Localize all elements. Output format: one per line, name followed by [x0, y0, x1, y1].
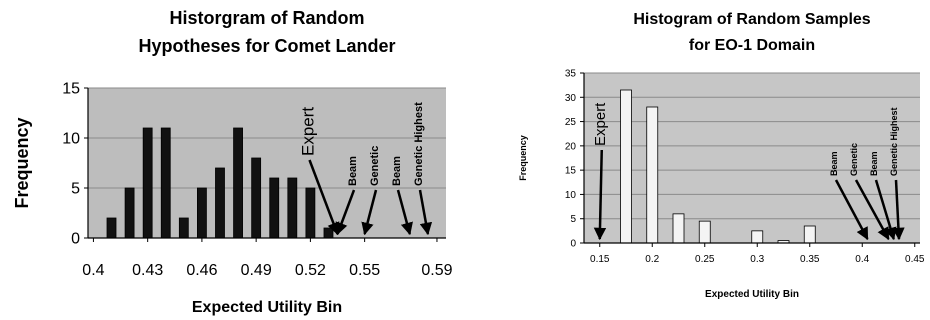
annotation-label: Beam	[391, 156, 403, 186]
bar	[751, 230, 764, 244]
bar	[803, 225, 816, 244]
y-tick-label: 35	[565, 69, 577, 80]
plot-area	[584, 73, 920, 243]
y-tick-label: 30	[565, 93, 577, 104]
y-tick-label: 15	[62, 81, 80, 98]
x-tick-label: 0.3	[750, 254, 764, 265]
y-tick-label: 25	[565, 117, 577, 128]
bar	[197, 187, 207, 239]
annotation-label: Beam	[869, 151, 879, 176]
x-axis-label: Expected Utility Bin	[705, 289, 799, 300]
annotation-arrow	[308, 159, 340, 236]
chart-comet-lander: Historgram of Random Hypotheses for Comet…	[12, 8, 453, 316]
annotation-label: Expert	[298, 107, 317, 156]
bar	[160, 127, 171, 239]
annotation-arrow	[396, 189, 413, 236]
annotation-arrow	[418, 189, 433, 236]
y-tick-label: 5	[71, 181, 80, 198]
x-tick-label: 0.49	[241, 262, 272, 279]
x-tick-label: 0.25	[695, 254, 715, 265]
x-tick-label: 0.4	[855, 254, 869, 265]
bar	[620, 89, 632, 244]
annotation-label: Genetic	[369, 146, 381, 186]
annotation-label: Beam	[347, 156, 359, 186]
x-tick-label: 0.55	[349, 262, 380, 279]
y-axis-label: Frequency	[518, 135, 528, 181]
y-tick-label: 10	[565, 190, 577, 201]
annotation-arrow	[874, 179, 897, 241]
bar	[106, 217, 117, 239]
annotation-arrow	[361, 189, 378, 236]
annotation-label: Genetic	[849, 143, 859, 176]
annotation-arrow	[892, 179, 905, 241]
bar	[672, 213, 685, 244]
chart-title-line: Histogram of Random Samples	[633, 11, 870, 28]
annotation-label: Genetic Highest	[889, 107, 899, 176]
y-tick-label: 0	[71, 231, 80, 248]
x-tick-label: 0.35	[800, 254, 820, 265]
bar	[287, 177, 298, 239]
chart-eo1-domain: Histogram of Random Samples for EO-1 Doma…	[518, 11, 925, 300]
bar	[269, 177, 280, 239]
annotation-label: Beam	[829, 151, 839, 176]
y-tick-label: 5	[570, 214, 576, 225]
x-axis-label: Expected Utility Bin	[192, 299, 342, 316]
x-tick-label: 0.43	[132, 262, 163, 279]
y-tick-label: 0	[570, 239, 576, 250]
bar	[215, 167, 225, 239]
x-tick-label: 0.52	[295, 262, 326, 279]
bar	[233, 127, 243, 239]
x-tick-label: 0.59	[421, 262, 452, 279]
y-tick-label: 15	[565, 166, 577, 177]
y-tick-label: 20	[565, 141, 577, 152]
y-axis-label: Frequency	[12, 117, 32, 208]
x-tick-label: 0.45	[905, 254, 925, 265]
annotation-arrow	[335, 189, 356, 236]
chart-title-line: Hypotheses for Comet Lander	[138, 36, 395, 56]
x-tick-label: 0.2	[645, 254, 659, 265]
annotation-arrow	[854, 179, 890, 241]
annotation-arrow	[834, 179, 869, 241]
chart-title-line: Historgram of Random	[169, 8, 364, 28]
x-tick-label: 0.4	[82, 262, 104, 279]
bar	[323, 227, 334, 239]
chart-title-line: for EO-1 Domain	[689, 37, 815, 54]
bar	[178, 217, 189, 239]
bar	[124, 187, 135, 239]
y-tick-label: 10	[62, 131, 80, 148]
bar	[646, 106, 659, 244]
bar	[251, 157, 262, 239]
annotation-label: Genetic Highest	[413, 102, 425, 186]
x-tick-label: 0.15	[590, 254, 610, 265]
bar	[305, 187, 316, 239]
annotation-label: Expert	[592, 102, 609, 146]
bar	[142, 127, 153, 239]
bar	[698, 220, 711, 244]
annotation-arrow	[593, 149, 607, 241]
x-tick-label: 0.46	[186, 262, 217, 279]
